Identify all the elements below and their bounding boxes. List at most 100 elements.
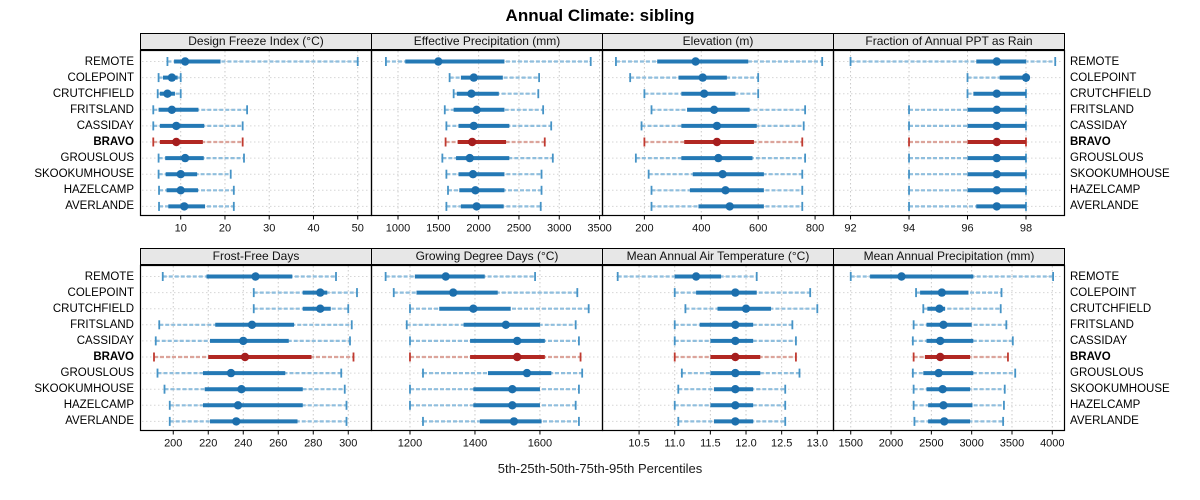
axis-tick-label: 260 — [269, 438, 287, 450]
median-point — [467, 89, 476, 98]
median-point — [714, 153, 723, 163]
median-point — [935, 304, 944, 313]
panel: 1500 2000 2500 3000 3500 4000 — [832, 264, 1066, 450]
percentile-row — [448, 73, 541, 83]
median-point — [712, 121, 722, 131]
site-label-left: CRUTCHFIELD — [52, 302, 134, 315]
median-point — [992, 105, 1001, 115]
axis-tick-label: 92 — [844, 223, 856, 235]
percentile-row — [252, 304, 350, 314]
percentile-row — [409, 384, 580, 394]
site-label-right: HAZELCAMP — [1070, 184, 1141, 197]
percentile-row — [445, 121, 553, 131]
percentile-row — [157, 169, 232, 179]
site-label-right: AVERLANDE — [1070, 415, 1139, 428]
percentile-row — [849, 57, 1057, 66]
median-point — [316, 304, 325, 313]
percentile-row — [422, 368, 584, 378]
site-label-right: HAZELCAMP — [1070, 399, 1141, 412]
percentile-row — [673, 336, 797, 346]
site-label-left: CASSIDAY — [76, 334, 134, 347]
axis-tick-label: 1500 — [838, 438, 862, 450]
percentile-row — [908, 201, 1027, 211]
percentile-row — [168, 416, 348, 426]
percentile-row — [908, 137, 1027, 147]
median-point — [233, 401, 243, 410]
chart-title: Annual Climate: sibling — [505, 6, 695, 25]
median-point — [247, 320, 257, 329]
site-label-right: GROUSLOUS — [1070, 367, 1144, 380]
median-point — [239, 336, 248, 346]
percentile-row — [158, 320, 353, 330]
percentile-row — [409, 400, 577, 410]
panel: 200 400 600 800 — [601, 49, 835, 235]
percentile-row — [673, 400, 787, 410]
axis-tick-label: 240 — [234, 438, 252, 450]
axis-tick-label: 1200 — [398, 438, 422, 450]
percentile-row — [680, 368, 801, 378]
panel: 200 220 240 260 280 300 — [139, 264, 373, 450]
site-label-left: REMOTE — [84, 55, 134, 68]
median-point — [226, 368, 236, 378]
axis-tick-label: 220 — [199, 438, 217, 450]
percentile-row — [911, 336, 1014, 346]
median-point — [718, 170, 727, 179]
median-point — [992, 137, 1001, 147]
median-point — [731, 288, 740, 297]
site-label-left: AVERLANDE — [65, 200, 134, 213]
percentile-row — [908, 153, 1027, 163]
percentile-row — [157, 73, 182, 83]
median-point — [180, 202, 189, 211]
percentile-row — [908, 105, 1027, 115]
median-point — [1021, 73, 1031, 82]
median-point — [441, 272, 450, 281]
axis-tick-label: 3000 — [959, 438, 983, 450]
panel: 1000 1500 2000 2500 3000 3500 — [370, 49, 612, 235]
site-label-right: FRITSLAND — [1070, 103, 1134, 116]
axis-tick-label: 3500 — [1000, 438, 1024, 450]
site-label-right: GROUSLOUS — [1070, 152, 1144, 165]
panel-border — [832, 264, 1066, 432]
median-point — [992, 121, 1001, 131]
percentile-row — [966, 89, 1027, 99]
median-point — [434, 57, 443, 66]
percentile-row — [252, 288, 358, 298]
axis-tick-label: 94 — [903, 223, 915, 235]
median-point — [509, 417, 519, 426]
axis-tick-label: 50 — [352, 223, 364, 235]
median-point — [513, 352, 522, 362]
percentile-row — [629, 73, 760, 83]
axis-tick-label: 30 — [263, 223, 275, 235]
site-label-left: FRITSLAND — [70, 103, 134, 116]
median-point — [240, 352, 250, 362]
percentile-row — [912, 384, 1006, 394]
median-point — [897, 272, 906, 281]
median-point — [940, 417, 949, 426]
median-point — [508, 401, 517, 410]
median-point — [471, 186, 480, 195]
axis-tick-label: 10 — [175, 223, 187, 235]
percentile-row — [684, 304, 819, 314]
median-point — [508, 385, 517, 394]
percentile-row — [385, 57, 592, 66]
site-label-left: BRAVO — [93, 351, 134, 363]
axis-tick-label: 3000 — [547, 223, 571, 235]
median-point — [731, 417, 740, 426]
median-point — [721, 186, 730, 195]
percentile-row — [912, 320, 1008, 330]
median-point — [731, 336, 740, 346]
percentile-row — [152, 137, 244, 147]
site-label-left: REMOTE — [84, 270, 134, 283]
percentile-row — [677, 416, 787, 426]
percentile-row — [452, 89, 540, 99]
percentile-row — [409, 304, 590, 314]
percentile-row — [163, 384, 346, 394]
axis-tick-label: 200 — [164, 438, 182, 450]
site-label-left: HAZELCAMP — [63, 184, 134, 197]
percentile-row — [908, 169, 1027, 179]
median-point — [992, 170, 1001, 179]
median-point — [180, 57, 190, 66]
median-point — [167, 105, 177, 115]
axis-tick-label: 1400 — [463, 438, 487, 450]
median-point — [939, 401, 948, 410]
